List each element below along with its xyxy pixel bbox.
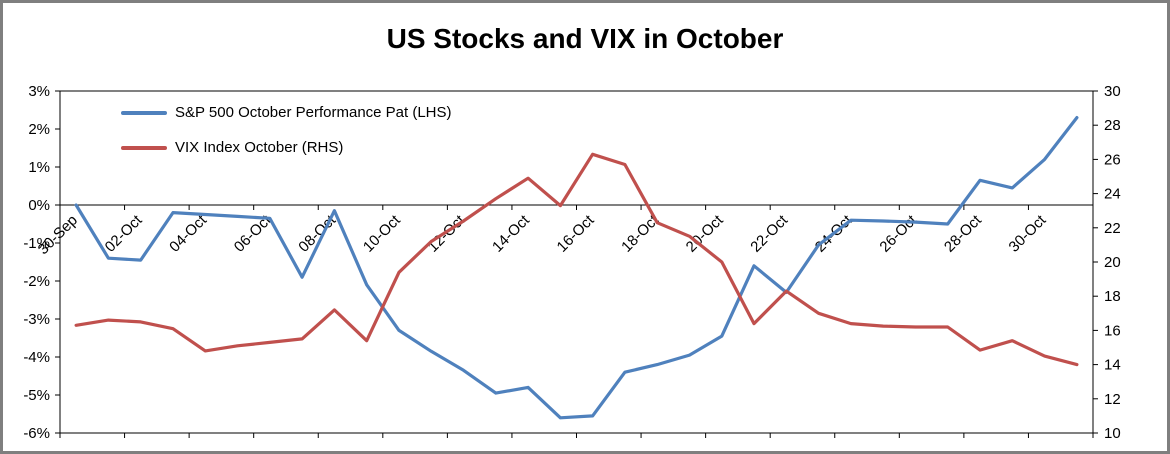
legend-item-sp500: S&P 500 October Performance Pat (LHS) — [121, 95, 452, 130]
right-axis-label: 14 — [1104, 357, 1121, 374]
series-line-vix — [74, 152, 1079, 367]
left-axis-label: -3% — [23, 311, 50, 328]
left-axis-label: 1% — [28, 159, 50, 176]
right-axis-label: 10 — [1104, 425, 1121, 442]
x-axis-label: 02-Oct — [102, 211, 146, 255]
right-axis-label: 12 — [1104, 391, 1121, 408]
series-line-sp500 — [74, 115, 1079, 420]
x-axis-label: 16-Oct — [554, 211, 598, 255]
left-axis-label: -4% — [23, 349, 50, 366]
chart-canvas: 3% 2% 1% 0% -1% -2% -3% -4% -5% -6% 30 28 26 24 22 20 18… — [23, 83, 1121, 442]
legend-label-vix: VIX Index October (RHS) — [175, 139, 344, 156]
left-axis-label: -5% — [23, 387, 50, 404]
right-axis-label: 30 — [1104, 83, 1121, 100]
x-axis-label: 08-Oct — [295, 211, 339, 255]
vix-line-swatch — [121, 145, 167, 150]
chart-title: US Stocks and VIX in October — [386, 23, 784, 54]
legend: S&P 500 October Performance Pat (LHS) VI… — [121, 95, 452, 165]
left-axis-label: 3% — [28, 83, 50, 100]
x-axis-label: 04-Oct — [166, 211, 210, 255]
x-axis-label: 22-Oct — [747, 211, 791, 255]
x-axis-label: 10-Oct — [360, 211, 404, 255]
sp500-line-swatch — [121, 110, 167, 115]
x-axis-label: 28-Oct — [941, 211, 985, 255]
left-axis-label: -1% — [23, 235, 50, 252]
x-axis-label: 26-Oct — [876, 211, 920, 255]
right-axis-label: 24 — [1104, 186, 1121, 203]
legend-label-sp500: S&P 500 October Performance Pat (LHS) — [175, 104, 452, 121]
x-axis-label: 30-Oct — [1006, 211, 1050, 255]
left-axis-label: 0% — [28, 197, 50, 214]
right-axis-label: 28 — [1104, 117, 1121, 134]
right-axis-label: 22 — [1104, 220, 1121, 237]
right-axis-label: 16 — [1104, 322, 1121, 339]
left-axis-label: -6% — [23, 425, 50, 442]
left-axis-label: 2% — [28, 121, 50, 138]
right-axis-label: 20 — [1104, 254, 1121, 271]
right-axis-label: 18 — [1104, 288, 1121, 305]
left-axis-label: -2% — [23, 273, 50, 290]
legend-item-vix: VIX Index October (RHS) — [121, 130, 452, 165]
right-axis-label: 26 — [1104, 151, 1121, 168]
x-axis-label: 14-Oct — [489, 211, 533, 255]
